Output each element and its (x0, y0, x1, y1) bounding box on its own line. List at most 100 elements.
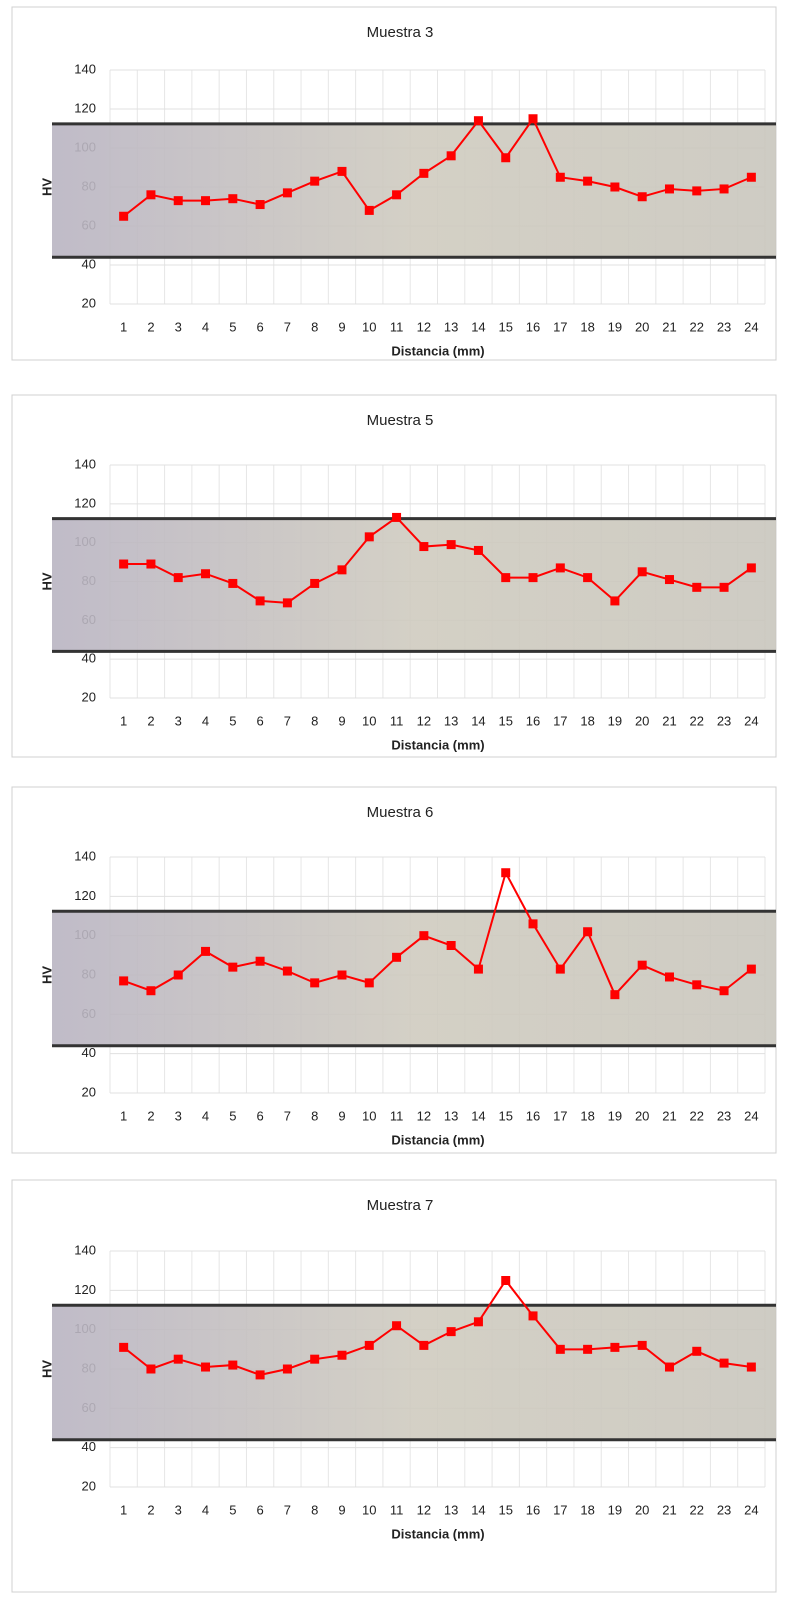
data-point (474, 1317, 483, 1326)
x-tick-label: 15 (498, 319, 512, 334)
chart-panel: Muestra 62040608010012014012345678910111… (12, 787, 776, 1153)
data-point (174, 1355, 183, 1364)
x-tick-label: 14 (471, 713, 485, 728)
data-point (419, 931, 428, 940)
data-point (692, 980, 701, 989)
x-tick-label: 1 (120, 319, 127, 334)
x-tick-label: 13 (444, 1502, 458, 1517)
data-point (256, 596, 265, 605)
data-point (174, 573, 183, 582)
y-tick-label: 120 (74, 495, 96, 510)
x-tick-label: 21 (662, 1502, 676, 1517)
x-tick-label: 14 (471, 319, 485, 334)
x-tick-label: 16 (526, 319, 540, 334)
data-point (283, 188, 292, 197)
x-tick-label: 13 (444, 1108, 458, 1123)
x-axis-label: Distancia (mm) (391, 1132, 484, 1147)
data-point (310, 177, 319, 186)
x-tick-label: 6 (256, 319, 263, 334)
data-point (665, 972, 674, 981)
data-point (447, 941, 456, 950)
data-point (256, 200, 265, 209)
data-point (228, 963, 237, 972)
x-tick-label: 11 (390, 319, 404, 334)
y-tick-label: 140 (74, 456, 96, 471)
data-point (146, 190, 155, 199)
x-tick-label: 17 (553, 319, 567, 334)
chart-title: Muestra 3 (367, 24, 434, 41)
x-tick-label: 16 (526, 1502, 540, 1517)
x-tick-label: 18 (580, 713, 594, 728)
x-tick-label: 20 (635, 319, 649, 334)
data-point (720, 184, 729, 193)
data-point (392, 513, 401, 522)
data-point (146, 560, 155, 569)
data-point (146, 1365, 155, 1374)
x-tick-label: 2 (147, 1108, 154, 1123)
chart-title: Muestra 6 (367, 804, 434, 821)
data-point (447, 151, 456, 160)
x-tick-label: 5 (229, 1502, 236, 1517)
data-point (228, 579, 237, 588)
x-tick-label: 7 (284, 319, 291, 334)
data-point (474, 965, 483, 974)
data-point (583, 927, 592, 936)
x-tick-label: 19 (608, 319, 622, 334)
data-point (501, 153, 510, 162)
data-point (556, 563, 565, 572)
data-point (610, 596, 619, 605)
data-point (720, 986, 729, 995)
x-tick-label: 8 (311, 1502, 318, 1517)
x-tick-label: 13 (444, 319, 458, 334)
data-point (610, 990, 619, 999)
data-point (283, 1365, 292, 1374)
y-tick-label: 120 (74, 1282, 96, 1297)
x-tick-label: 17 (553, 1502, 567, 1517)
y-axis-label: HV (39, 1360, 54, 1378)
x-tick-label: 10 (362, 713, 376, 728)
x-tick-label: 1 (120, 1502, 127, 1517)
data-point (474, 546, 483, 555)
x-tick-label: 20 (635, 1108, 649, 1123)
data-point (337, 1351, 346, 1360)
data-point (529, 573, 538, 582)
data-point (365, 1341, 374, 1350)
data-point (365, 532, 374, 541)
x-tick-label: 21 (662, 319, 676, 334)
data-point (119, 212, 128, 221)
y-tick-label: 20 (82, 1478, 96, 1493)
data-point (365, 206, 374, 215)
data-point (665, 1363, 674, 1372)
x-tick-label: 22 (690, 1108, 704, 1123)
data-point (419, 169, 428, 178)
data-point (747, 965, 756, 974)
data-point (201, 1363, 210, 1372)
data-point (337, 167, 346, 176)
data-point (583, 177, 592, 186)
data-point (692, 186, 701, 195)
data-point (119, 1343, 128, 1352)
data-point (365, 978, 374, 987)
x-tick-label: 5 (229, 1108, 236, 1123)
x-tick-label: 7 (284, 1502, 291, 1517)
x-tick-label: 2 (147, 319, 154, 334)
data-point (501, 868, 510, 877)
data-point (720, 1359, 729, 1368)
x-tick-label: 4 (202, 713, 209, 728)
data-point (474, 116, 483, 125)
specimen-photo (52, 1305, 776, 1440)
chart-title: Muestra 5 (367, 412, 434, 429)
x-tick-label: 15 (498, 1502, 512, 1517)
x-tick-label: 5 (229, 713, 236, 728)
data-point (283, 598, 292, 607)
x-tick-label: 14 (471, 1502, 485, 1517)
data-point (392, 1321, 401, 1330)
x-tick-label: 2 (147, 713, 154, 728)
x-tick-label: 13 (444, 713, 458, 728)
x-tick-label: 4 (202, 1502, 209, 1517)
x-tick-label: 3 (175, 713, 182, 728)
x-tick-label: 16 (526, 1108, 540, 1123)
data-point (720, 583, 729, 592)
data-point (692, 1347, 701, 1356)
x-tick-label: 3 (175, 1502, 182, 1517)
